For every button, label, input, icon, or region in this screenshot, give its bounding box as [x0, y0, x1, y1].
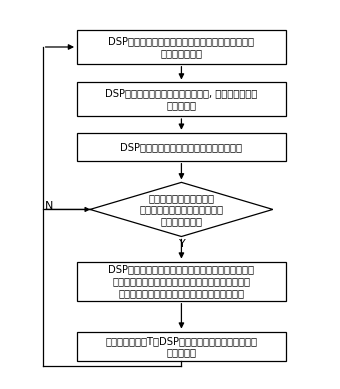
Bar	[77, 261, 286, 301]
Bar	[77, 331, 286, 361]
Text: N: N	[45, 202, 53, 212]
Polygon shape	[90, 182, 273, 237]
Bar	[77, 30, 286, 64]
Text: DSP控制器根据获得的铁锂电池电压, 找出电压值最大
的铁锂电池: DSP控制器根据获得的铁锂电池电压, 找出电压值最大 的铁锂电池	[105, 88, 257, 110]
Text: 等待设定的时间T，DSP控制器通过控制端子断开所有
接触器开关: 等待设定的时间T，DSP控制器通过控制端子断开所有 接触器开关	[105, 336, 257, 357]
Bar	[77, 82, 286, 116]
Text: 电压值最大的铁锂电池电
压与所有铁锂电池平均电压偏差
大于一设定阈值: 电压值最大的铁锂电池电 压与所有铁锂电池平均电压偏差 大于一设定阈值	[139, 193, 223, 226]
Text: Y: Y	[179, 239, 186, 249]
Bar	[77, 133, 286, 161]
Text: DSP控制器求出所有铁锂电池电压的平均值: DSP控制器求出所有铁锂电池电压的平均值	[120, 142, 242, 152]
Text: DSP控制器与铁锂电池电压检测模块通信，获得每个
铁锂电池的电压: DSP控制器与铁锂电池电压检测模块通信，获得每个 铁锂电池的电压	[108, 36, 254, 58]
Text: DSP通过控制电压最大铁锂电池单体对应的第一接触
器和第二接触器使电压值最大的铁锂电池单体与所述
放电电阻的并联，对所述铁锂电池单体进行放电: DSP通过控制电压最大铁锂电池单体对应的第一接触 器和第二接触器使电压值最大的铁…	[108, 265, 254, 298]
